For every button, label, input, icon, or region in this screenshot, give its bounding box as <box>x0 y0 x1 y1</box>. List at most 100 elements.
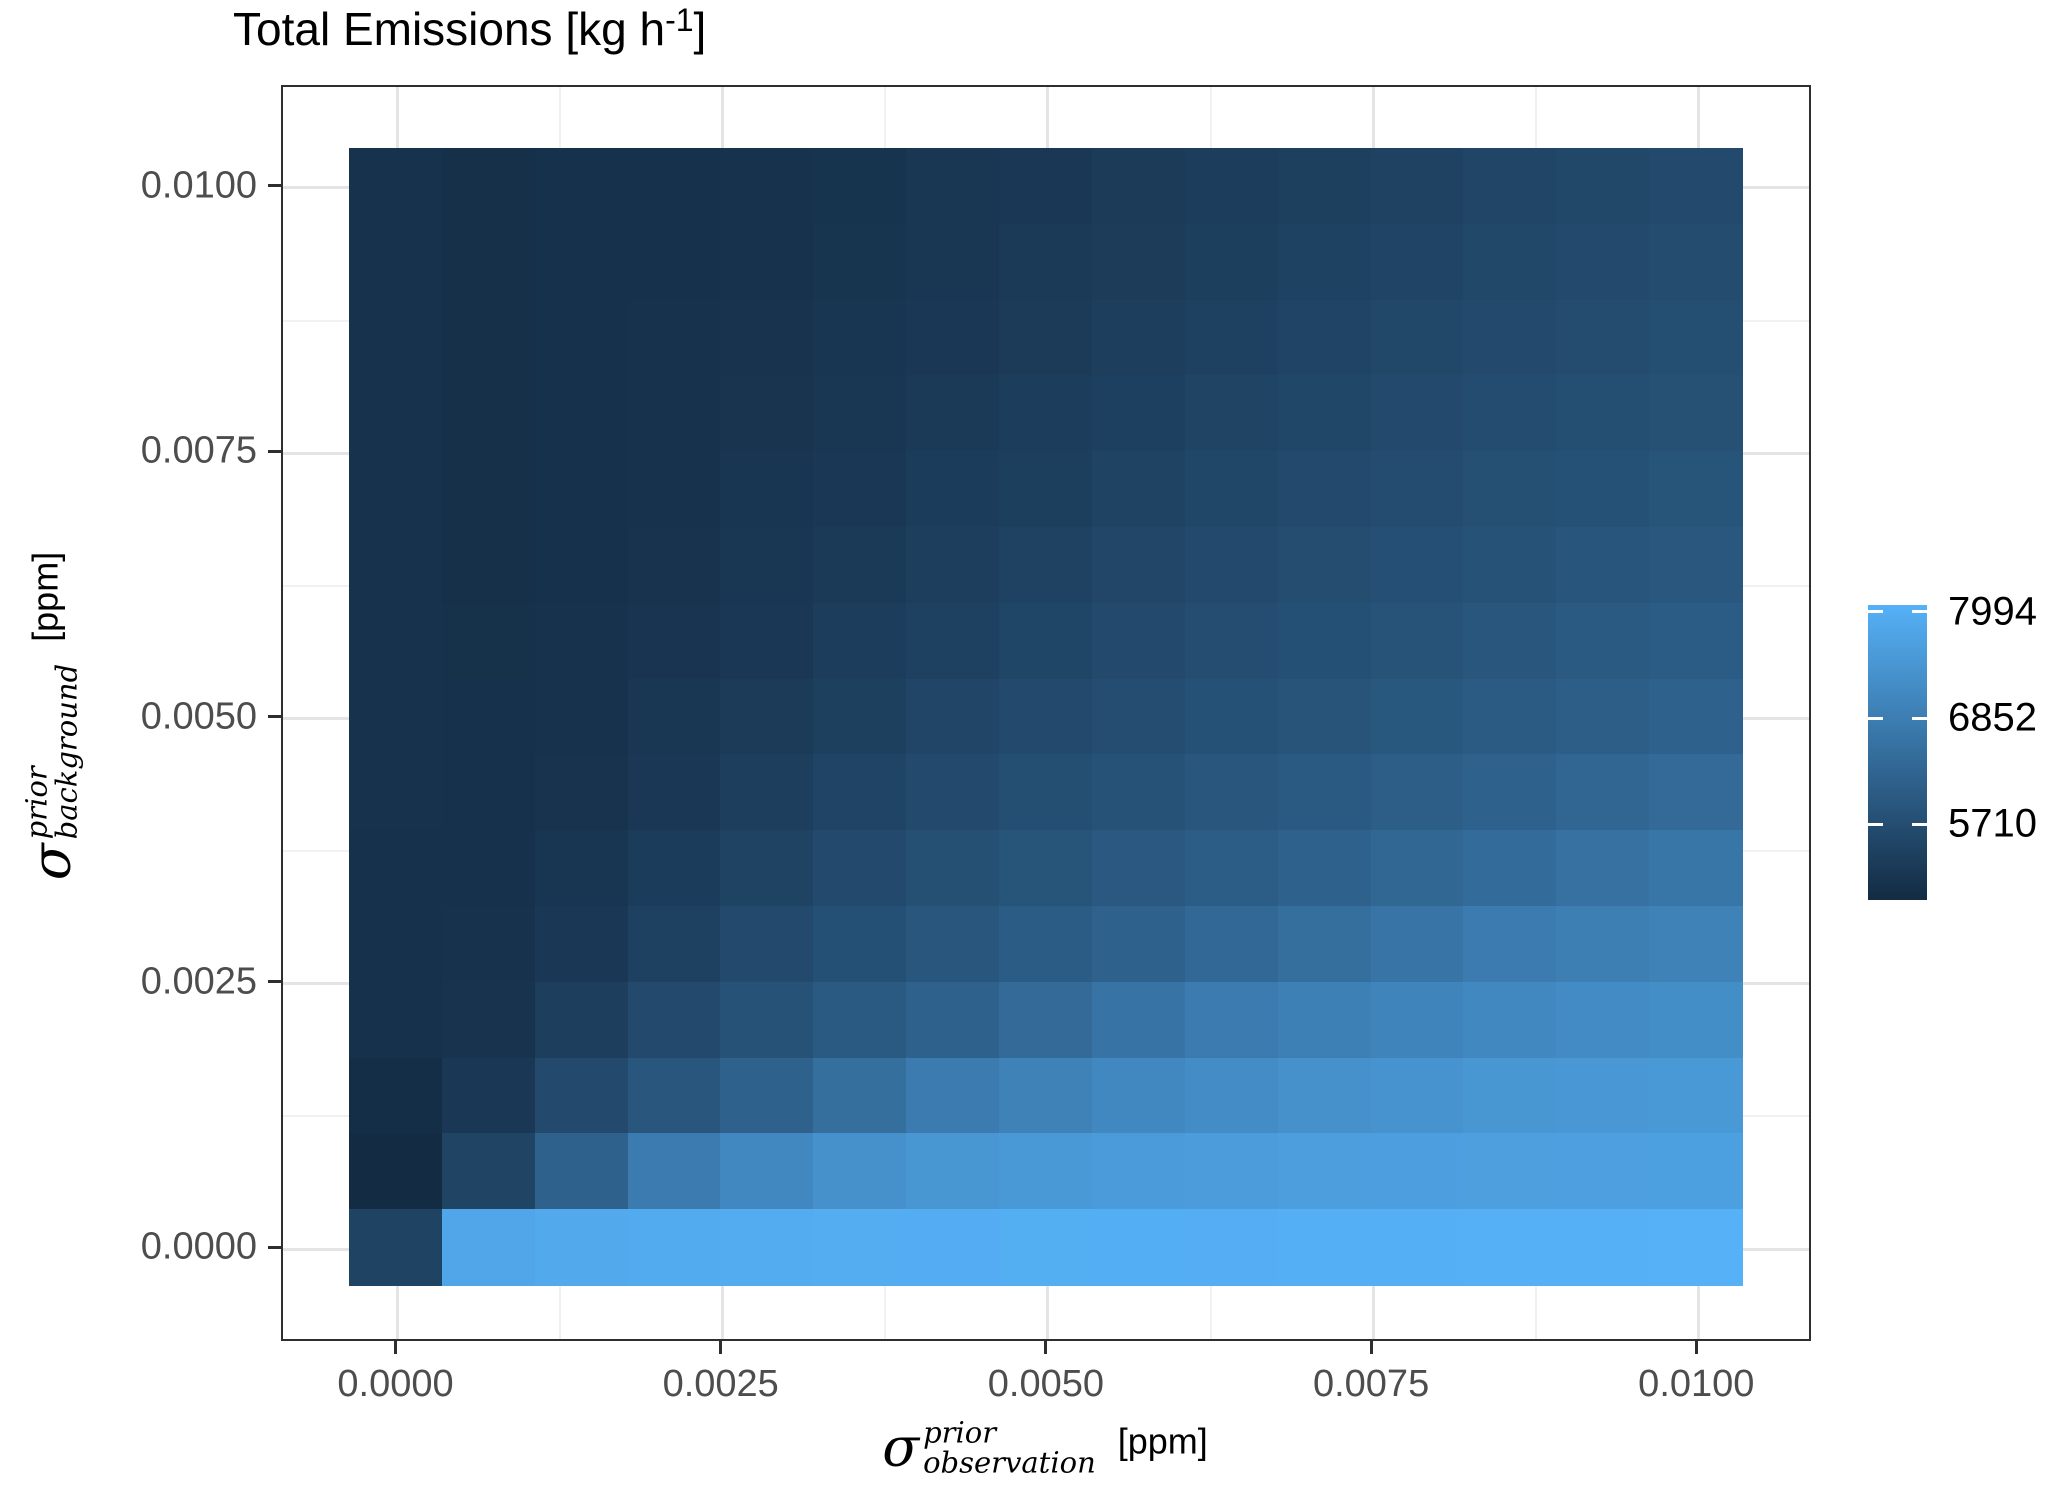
heatmap-tile <box>813 1133 907 1210</box>
heatmap-tile <box>1184 1133 1279 1210</box>
y-axis-title-sub: background <box>50 663 84 840</box>
heatmap-tile <box>1184 830 1279 907</box>
x-axis-title-unit: [ppm] <box>1117 1421 1208 1462</box>
heatmap-tile <box>1556 1133 1650 1210</box>
y-axis-tick <box>268 1245 281 1249</box>
y-axis-tick-label: 0.0075 <box>140 429 257 472</box>
heatmap-tile <box>1091 148 1186 225</box>
heatmap-tile <box>813 981 907 1059</box>
x-axis-title-sup: prior <box>923 1415 997 1450</box>
heatmap-tile <box>1184 527 1279 604</box>
heatmap-tile <box>720 602 814 680</box>
legend-gradient-bar <box>1868 605 1927 900</box>
heatmap-tile <box>1370 830 1464 907</box>
heatmap-tile <box>441 602 536 680</box>
heatmap-tile <box>1184 906 1279 983</box>
heatmap-tile <box>349 906 443 983</box>
heatmap-tile <box>534 830 629 907</box>
heatmap-tile <box>534 148 629 225</box>
heatmap-tile <box>441 830 536 907</box>
heatmap-tile <box>1277 906 1372 983</box>
heatmap-tile <box>906 981 1000 1059</box>
heatmap-tile <box>1370 1209 1464 1286</box>
heatmap-tile <box>1184 451 1279 528</box>
heatmap-tile <box>906 602 1000 680</box>
heatmap-tile <box>906 906 1000 983</box>
heatmap-tile <box>1184 1209 1279 1286</box>
heatmap-tile <box>813 830 907 907</box>
heatmap-tile <box>720 906 814 983</box>
plot-title-close: ] <box>693 3 707 55</box>
heatmap-tile <box>441 299 536 376</box>
heatmap-tile <box>999 906 1093 983</box>
heatmap-tile <box>906 299 1000 376</box>
x-axis-tick <box>719 1341 723 1354</box>
heatmap-tile <box>1463 299 1557 376</box>
heatmap-tile <box>534 754 629 831</box>
heatmap-tile <box>627 1209 722 1286</box>
heatmap-tile <box>813 1209 907 1286</box>
heatmap-tile <box>999 754 1093 831</box>
heatmap-tile <box>1649 527 1743 604</box>
heatmap-tile <box>1556 602 1650 680</box>
heatmap-tile <box>1649 830 1743 907</box>
heatmap-tile <box>1184 1057 1279 1134</box>
heatmap-tile <box>999 981 1093 1059</box>
legend-tick-label: 7994 <box>1948 589 2037 634</box>
heatmap-tile <box>534 906 629 983</box>
heatmap-tile <box>1277 223 1372 301</box>
heatmap-tile <box>1556 678 1650 755</box>
y-axis-tick-label: 0.0050 <box>140 695 257 737</box>
heatmap-tile <box>1091 299 1186 376</box>
heatmap-tile <box>720 148 814 225</box>
heatmap-tile <box>1184 754 1279 831</box>
heatmap-tile <box>813 375 907 452</box>
heatmap-tile <box>1463 1133 1557 1210</box>
heatmap-tile <box>534 299 629 376</box>
heatmap-tile <box>627 602 722 680</box>
legend-tick-label: 6852 <box>1948 695 2037 740</box>
heatmap-tile <box>1463 148 1557 225</box>
heatmap-tile <box>999 299 1093 376</box>
heatmap-tile <box>349 451 443 528</box>
heatmap-tile <box>720 1209 814 1286</box>
y-axis-title: σ prior background [ppm] <box>19 552 84 881</box>
heatmap-tile <box>720 527 814 604</box>
heatmap-tile <box>1463 678 1557 755</box>
y-axis-tick-label: 0.0100 <box>140 164 257 207</box>
heatmap-tile <box>720 223 814 301</box>
heatmap-tile <box>1649 375 1743 452</box>
y-axis-title-sup: prior <box>19 766 54 840</box>
heatmap-tile <box>1556 223 1650 301</box>
heatmap-tile <box>1556 299 1650 376</box>
heatmap-tile <box>349 830 443 907</box>
heatmap-tile <box>999 223 1093 301</box>
heatmap-tile <box>1556 1057 1650 1134</box>
x-axis-tick <box>1694 1341 1698 1354</box>
heatmap-tile <box>1649 451 1743 528</box>
heatmap-tile <box>534 981 629 1059</box>
heatmap-tile <box>1649 148 1743 225</box>
heatmap-tile <box>1556 1209 1650 1286</box>
x-axis-tick-label: 0.0050 <box>987 1363 1105 1405</box>
sigma-symbol: σ <box>20 843 83 881</box>
heatmap-tile <box>1184 602 1279 680</box>
heatmap-tile <box>627 906 722 983</box>
heatmap-tile <box>1091 527 1186 604</box>
x-axis-title: σ prior observation [ppm] <box>882 1415 1208 1478</box>
heatmap-tile <box>534 1133 629 1210</box>
y-axis-tick <box>268 184 281 188</box>
heatmap-tile <box>813 223 907 301</box>
heatmap-tile <box>441 527 536 604</box>
heatmap-tile <box>627 1057 722 1134</box>
heatmap-tile <box>906 1057 1000 1134</box>
heatmap-tile <box>1463 1209 1557 1286</box>
heatmap-tile <box>627 1133 722 1210</box>
heatmap-tile <box>1370 148 1464 225</box>
heatmap-tile <box>441 148 536 225</box>
heatmap-tile <box>349 223 443 301</box>
heatmap-tile <box>1184 678 1279 755</box>
heatmap-tile <box>441 754 536 831</box>
heatmap-tile <box>1649 981 1743 1059</box>
heatmap-tile <box>441 678 536 755</box>
